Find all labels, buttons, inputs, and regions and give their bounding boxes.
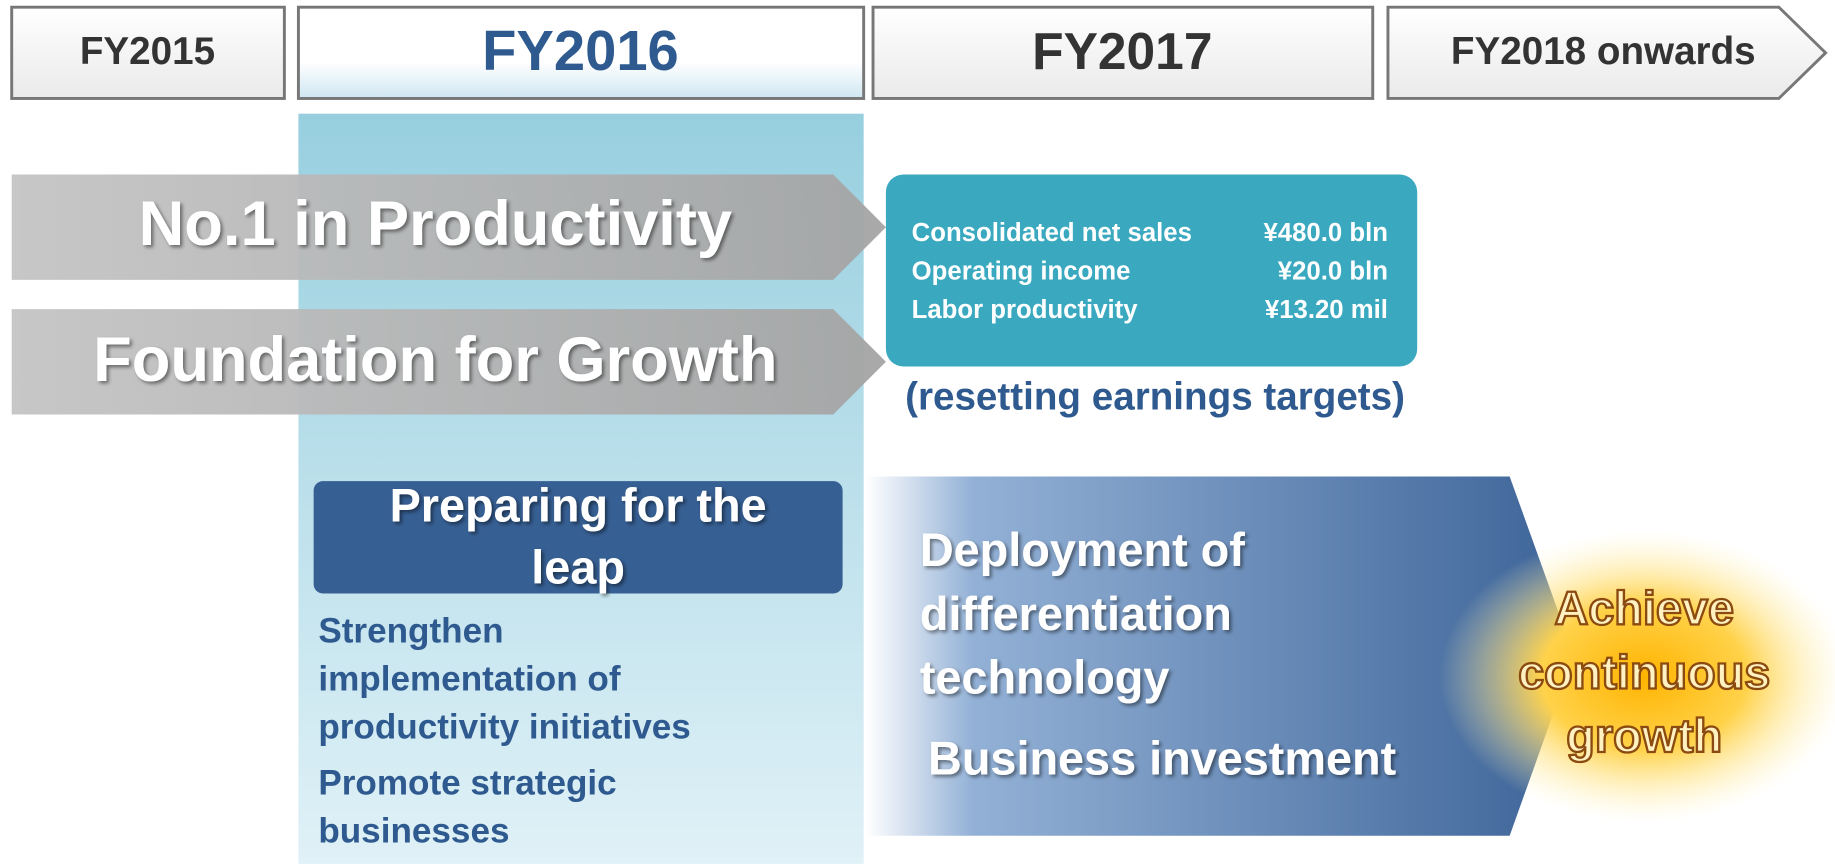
period-label: FY2017 <box>1032 22 1212 80</box>
goal-line: growth <box>1566 710 1722 762</box>
pillar-label: No.1 in Productivity <box>139 189 732 259</box>
item-line: businesses <box>318 812 509 851</box>
targets-rows: Consolidated net sales ¥480.0 bln Operatin… <box>912 219 1388 324</box>
targets-box <box>885 174 1418 367</box>
period-box <box>871 5 1375 100</box>
title-line: leap <box>531 542 625 594</box>
header <box>10 5 1828 100</box>
item-line: implementation of <box>318 660 621 699</box>
target-value: ¥480.0 bln <box>1263 219 1387 247</box>
pillar-arrow <box>11 174 886 280</box>
period-label: FY2016 <box>482 19 679 82</box>
target-label: Operating income <box>912 258 1131 286</box>
period-label: FY2018 onwards <box>1451 30 1756 73</box>
item-line: Strengthen <box>318 612 503 651</box>
investment-label: Business investment <box>928 732 1397 784</box>
pillar-arrow <box>11 309 886 415</box>
item-line: productivity initiatives <box>318 708 690 747</box>
fy2017-arrow <box>866 476 1575 836</box>
deploy-line: technology <box>920 652 1170 704</box>
period-box <box>10 5 286 100</box>
deploy-line: Deployment of <box>920 524 1245 576</box>
period-arrow <box>1386 5 1828 100</box>
fy2016-items: Strengthen implementation of productivity … <box>318 612 690 851</box>
fy2016-title: Preparing for the leap <box>390 480 767 594</box>
goal-line: Achieve <box>1554 583 1734 635</box>
target-label: Labor productivity <box>912 296 1139 324</box>
targets-note: (resetting earnings targets) <box>905 375 1405 418</box>
title-line: Preparing for the <box>390 480 767 532</box>
goal-line: continuous <box>1518 646 1770 698</box>
target-value: ¥20.0 bln <box>1278 258 1388 286</box>
target-label: Consolidated net sales <box>912 219 1192 247</box>
deploy-line: differentiation <box>920 588 1232 640</box>
goal-glow <box>1439 530 1835 823</box>
fy2016-title-box <box>313 481 843 594</box>
item-line: Promote strategic <box>318 764 616 803</box>
target-value: ¥13.20 mil <box>1265 296 1388 324</box>
goal: Achieve continuous growth <box>1517 581 1771 763</box>
pillar-label: Foundation for Growth <box>93 325 777 395</box>
period-label: FY2015 <box>80 30 215 73</box>
period-box <box>296 5 866 100</box>
fy2017-lines: Deployment of differentiation technology <box>920 524 1245 704</box>
